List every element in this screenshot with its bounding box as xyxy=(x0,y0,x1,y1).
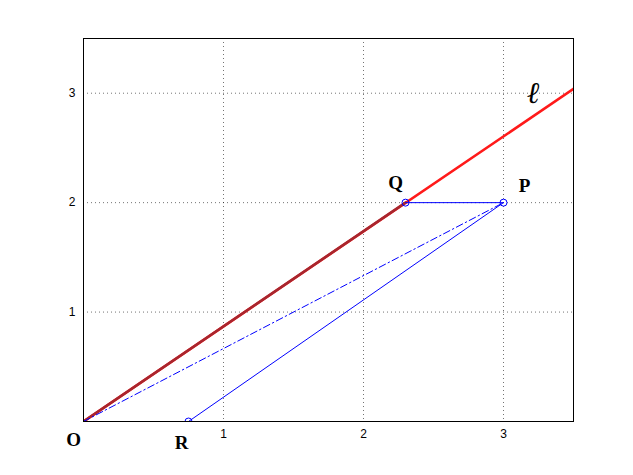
svg-text:P: P xyxy=(519,175,531,196)
svg-text:R: R xyxy=(175,432,189,453)
svg-text:Q: Q xyxy=(388,172,403,193)
svg-text:2: 2 xyxy=(360,427,367,441)
svg-text:1: 1 xyxy=(220,427,227,441)
svg-text:ℓ: ℓ xyxy=(527,76,540,109)
svg-text:2: 2 xyxy=(69,195,76,209)
svg-text:3: 3 xyxy=(500,427,507,441)
svg-text:O: O xyxy=(66,429,81,450)
svg-text:3: 3 xyxy=(69,86,76,100)
svg-text:1: 1 xyxy=(69,305,76,319)
